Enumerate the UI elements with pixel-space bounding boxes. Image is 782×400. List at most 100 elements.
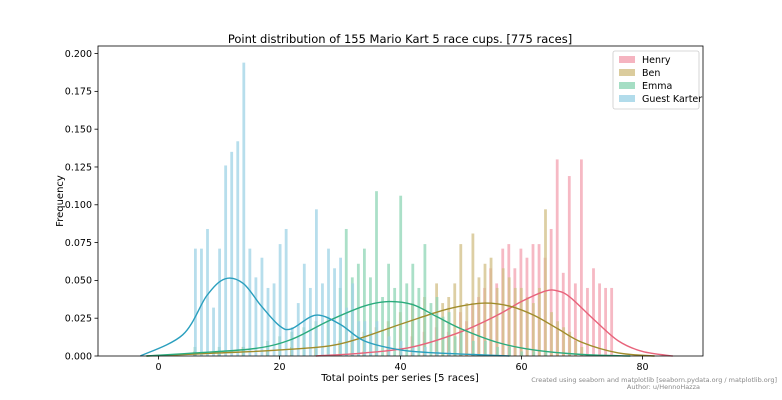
legend-frame	[612, 50, 700, 110]
y-tick-label: 0.000	[65, 351, 92, 362]
bar-guest-karter	[206, 228, 209, 356]
kde-line-guest-karter	[140, 277, 510, 357]
bar-emma	[532, 351, 536, 356]
x-tick-label: 40	[394, 362, 406, 373]
bar-guest-karter	[230, 151, 234, 356]
legend-label-ben: Ben	[642, 68, 660, 79]
credit-line-1: Created using seaborn and matplotlib [se…	[531, 376, 777, 384]
bar-emma	[435, 297, 439, 356]
chart-title: Point distribution of 155 Mario Kart 5 r…	[228, 32, 572, 46]
y-tick-label: 0.025	[65, 313, 92, 324]
bar-guest-karter	[278, 244, 282, 356]
bar-ben	[544, 209, 547, 356]
bar-henry	[598, 283, 601, 356]
bar-guest-karter	[339, 257, 342, 356]
y-tick-label: 0.125	[65, 162, 92, 173]
bar-ben	[556, 321, 559, 356]
bar-ben	[538, 287, 541, 356]
bar-guest-karter	[254, 277, 258, 356]
y-tick-label: 0.175	[65, 87, 92, 98]
bar-guest-karter	[333, 268, 336, 356]
bar-guest-karter	[212, 307, 215, 356]
bar-guest-karter	[345, 307, 349, 356]
bar-ben	[519, 287, 523, 356]
y-tick-label: 0.075	[65, 238, 92, 249]
bar-guest-karter	[321, 283, 324, 356]
bar-emma	[417, 287, 421, 356]
legend-swatch-emma	[619, 82, 635, 89]
bar-emma	[520, 351, 524, 356]
bar-guest-karter	[351, 283, 355, 356]
y-tick-label: 0.100	[65, 200, 92, 211]
bar-emma	[441, 316, 445, 356]
bar-ben	[489, 257, 493, 356]
legend-label-emma: Emma	[642, 81, 672, 92]
bar-ben	[574, 340, 578, 356]
bar-ben	[532, 303, 535, 356]
bar-emma	[399, 195, 403, 356]
legend-swatch-guest-karter	[619, 95, 635, 102]
bar-ben	[513, 287, 517, 356]
bar-guest-karter	[436, 351, 439, 356]
x-tick-label: 60	[515, 362, 527, 373]
bar-emma	[447, 312, 451, 356]
bar-emma	[496, 346, 499, 356]
x-axis: 0 20 40 60 80	[155, 356, 649, 373]
bar-emma	[423, 244, 427, 356]
bar-ben	[507, 277, 511, 356]
bar-henry	[561, 272, 565, 356]
credit-line-2: Author: u/HennoHazza	[627, 383, 700, 391]
legend-label-henry: Henry	[642, 55, 671, 66]
bar-guest-karter	[194, 248, 197, 356]
kde-line-ben	[146, 302, 655, 357]
bar-emma	[429, 303, 433, 356]
bar-emma	[471, 340, 475, 356]
bar-guest-karter	[242, 62, 246, 356]
legend-swatch-ben	[619, 69, 635, 76]
bar-emma	[369, 277, 372, 356]
bar-henry	[586, 287, 589, 356]
bar-emma	[381, 297, 384, 356]
y-tick-label: 0.050	[65, 276, 92, 287]
bar-henry	[549, 228, 553, 356]
bar-emma	[356, 263, 360, 356]
bar-guest-karter	[308, 287, 312, 356]
bar-henry	[531, 244, 535, 356]
x-tick-label: 20	[273, 362, 285, 373]
bar-guest-karter	[200, 248, 203, 356]
y-axis-label: Frequency	[55, 175, 66, 227]
bar-guest-karter	[375, 321, 379, 356]
bar-emma	[459, 331, 463, 356]
bar-emma	[393, 287, 397, 356]
legend: Henry Ben Emma Guest Karter	[612, 50, 702, 110]
x-tick-label: 80	[636, 362, 648, 373]
bar-guest-karter	[224, 165, 228, 356]
bar-guest-karter	[315, 209, 318, 356]
kde-layer	[140, 277, 673, 357]
bar-ben	[568, 331, 572, 356]
bar-guest-karter	[387, 336, 391, 356]
bar-guest-karter	[248, 248, 252, 356]
bar-emma	[344, 228, 348, 356]
bar-henry	[610, 287, 614, 356]
bar-ben	[495, 287, 499, 356]
bar-guest-karter	[290, 327, 294, 356]
bar-emma	[405, 283, 409, 356]
bar-emma	[363, 248, 366, 356]
bar-ben	[459, 244, 463, 356]
kde-line-emma	[146, 300, 631, 357]
bar-guest-karter	[296, 303, 300, 356]
bar-emma	[387, 263, 390, 356]
series-guest-karter	[194, 62, 451, 356]
bar-ben	[477, 277, 481, 356]
y-axis: 0.000 0.025 0.050 0.075 0.100 0.125 0.150 0.175…	[65, 49, 98, 362]
bar-ben	[562, 327, 566, 356]
y-tick-label: 0.150	[65, 124, 92, 135]
bar-henry	[555, 159, 559, 356]
bar-emma	[375, 191, 378, 356]
bar-guest-karter	[423, 346, 427, 356]
bar-ben	[453, 283, 457, 356]
bar-ben	[483, 263, 487, 356]
bar-guest-karter	[236, 141, 240, 356]
